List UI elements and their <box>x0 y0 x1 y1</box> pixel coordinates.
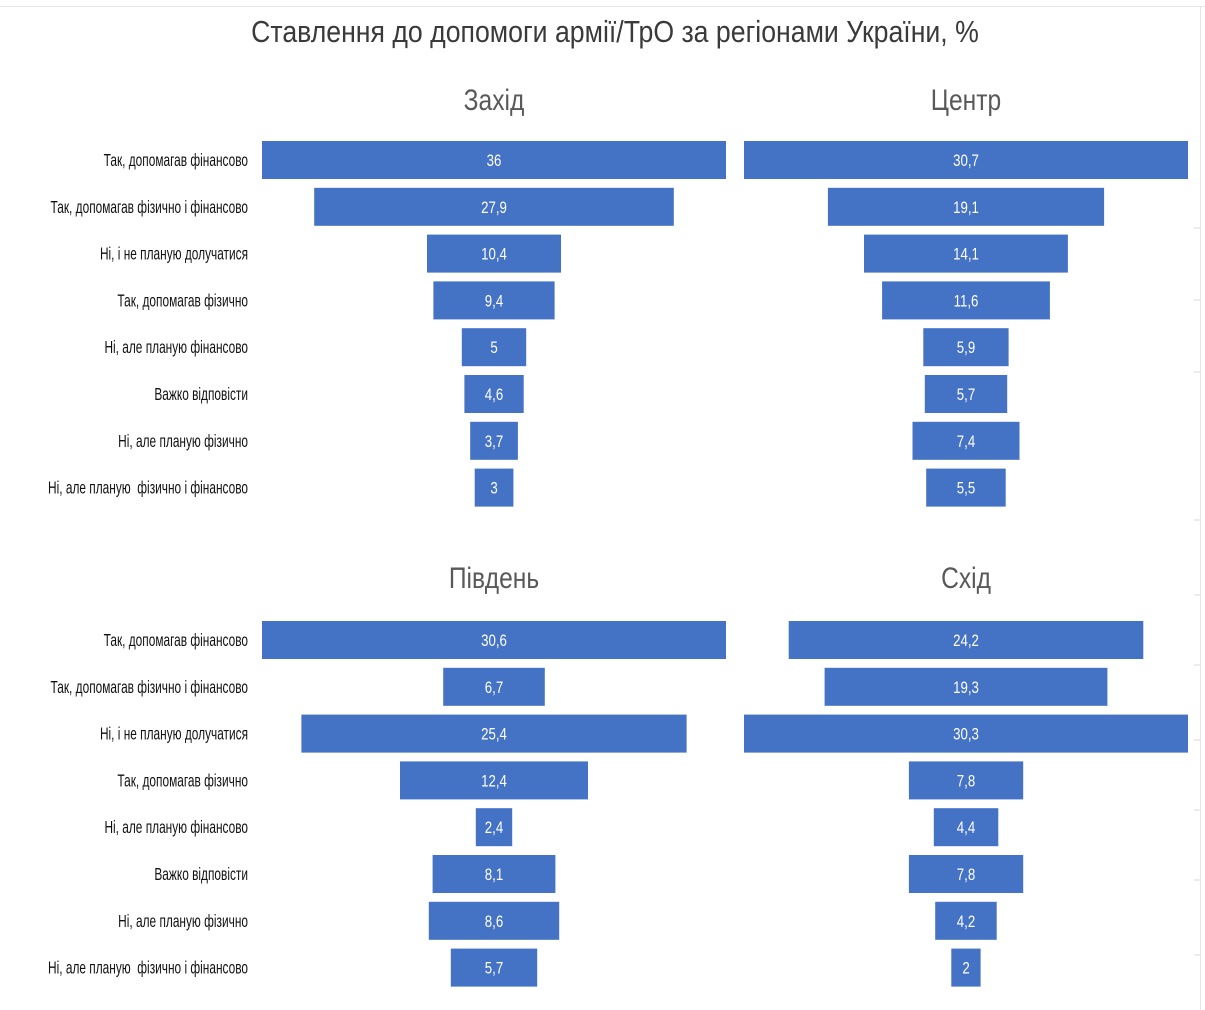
panel-4-bar-8 <box>951 948 981 987</box>
panel-1-category-label-7: Ні, але планую фізично <box>118 431 248 451</box>
panel-1-category-label-4: Так, допомагав фізично <box>117 291 248 311</box>
panel-3-value-label-6: 8,1 <box>485 866 503 885</box>
panel-4-title: Схід <box>941 561 991 595</box>
panel-2-value-label-6: 5,7 <box>957 386 975 405</box>
panel-2-bar-5 <box>923 328 1009 367</box>
panel-1-value-label-6: 4,6 <box>485 386 503 405</box>
panel-3-bar-7 <box>428 901 560 940</box>
panel-3-bar-5 <box>475 808 513 847</box>
panel-1-value-label-4: 9,4 <box>485 292 504 311</box>
panel-1-bar-5 <box>461 328 527 367</box>
panel-1-category-label-5: Ні, але планую фінансово <box>104 338 248 358</box>
panel-2-value-label-7: 7,4 <box>957 432 976 451</box>
panel-4-bar-7 <box>935 901 997 940</box>
panel-4-bar-5 <box>933 808 999 847</box>
panel-3-category-label-7: Ні, але планую фізично <box>118 911 248 931</box>
panel-1-bar-8 <box>474 468 514 507</box>
panel-4-bar-4 <box>908 761 1024 800</box>
panel-4-bar-2 <box>824 667 1108 706</box>
panel-2-title: Центр <box>931 83 1001 117</box>
panel-1-title: Захід <box>464 83 525 117</box>
panel-2-value-label-5: 5,9 <box>957 339 975 358</box>
panel-2-bar-8 <box>926 468 1006 507</box>
panel-1-value-label-5: 5 <box>490 339 497 358</box>
panel-4-value-label-6: 7,8 <box>957 866 975 885</box>
panel-1-value-label-7: 3,7 <box>485 432 503 451</box>
panel-2-bar-4 <box>882 281 1050 320</box>
panel-3-category-label-3: Ні, і не планую долучатися <box>100 724 248 744</box>
panel-3-value-label-4: 12,4 <box>481 772 507 791</box>
panel-1-bar-4 <box>433 281 555 320</box>
panel-3-value-label-7: 8,6 <box>485 912 503 931</box>
panel-4-bar-1 <box>788 621 1144 659</box>
panel-2-value-label-8: 5,5 <box>957 479 975 498</box>
panel-1-value-label-1: 36 <box>487 152 502 171</box>
panel-3-category-label-8: Ні, але планую фізично і фінансово <box>48 958 248 978</box>
panel-3-category-label-6: Важко відповісти <box>154 865 248 885</box>
panel-2-bar-1 <box>744 141 1188 179</box>
panel-1-category-label-6: Важко відповісти <box>154 385 248 405</box>
panel-3-bar-3 <box>301 714 687 753</box>
panel-3-category-label-5: Ні, але планую фінансово <box>104 818 248 838</box>
panel-3-bar-1 <box>262 621 726 659</box>
panel-3-value-label-3: 25,4 <box>481 725 507 744</box>
panel-4-value-label-1: 24,2 <box>953 632 979 651</box>
panel-2-value-label-2: 19,1 <box>953 198 979 217</box>
panel-1-value-label-8: 3 <box>490 479 497 498</box>
panel-1-category-label-2: Так, допомагав фізично і фінансово <box>51 197 248 217</box>
panel-4-bar-3 <box>744 714 1188 753</box>
panel-3-bar-8 <box>450 948 538 987</box>
panel-1-category-label-3: Ні, і не планую долучатися <box>100 244 248 264</box>
panel-3-value-label-1: 30,6 <box>481 632 507 651</box>
panel-1-category-label-1: Так, допомагав фінансово <box>104 151 248 171</box>
panel-4-value-label-4: 7,8 <box>957 772 975 791</box>
panel-4-value-label-7: 4,2 <box>957 912 975 931</box>
panel-3-bar-4 <box>400 761 588 800</box>
panel-2-value-label-3: 14,1 <box>953 245 979 264</box>
panel-3-category-label-2: Так, допомагав фізично і фінансово <box>51 677 248 697</box>
panel-2-bar-7 <box>912 421 1020 460</box>
panel-2-bar-6 <box>924 375 1008 413</box>
panel-3-bar-6 <box>432 855 556 893</box>
panel-3-bar-2 <box>443 667 545 706</box>
panel-1-bar-6 <box>464 375 524 413</box>
panel-3-value-label-5: 2,4 <box>485 819 504 838</box>
panel-2-bar-2 <box>827 187 1105 226</box>
panel-3-category-label-4: Так, допомагав фізично <box>117 771 248 791</box>
panel-1-bar-3 <box>427 234 561 273</box>
panel-1-category-label-8: Ні, але планую фізично і фінансово <box>48 478 248 498</box>
panel-2-value-label-4: 11,6 <box>954 292 979 311</box>
panel-4-value-label-3: 30,3 <box>953 725 979 744</box>
panel-1-bar-7 <box>470 421 518 460</box>
frame-top-edge <box>0 6 1205 7</box>
panel-4-bar-6 <box>908 855 1024 893</box>
panel-3-value-label-2: 6,7 <box>485 678 503 697</box>
panel-3-title: Південь <box>449 561 539 595</box>
panel-4-value-label-8: 2 <box>962 959 969 978</box>
panel-2-bar-3 <box>864 234 1068 273</box>
panel-3-category-label-1: Так, допомагав фінансово <box>104 631 248 651</box>
chart-title: Ставлення до допомоги армії/ТрО за регіо… <box>251 14 979 49</box>
panel-1-value-label-2: 27,9 <box>481 198 507 217</box>
panel-1-bar-2 <box>314 187 674 226</box>
panel-4-value-label-2: 19,3 <box>953 678 979 697</box>
panel-4-value-label-5: 4,4 <box>957 819 976 838</box>
panel-3-value-label-8: 5,7 <box>485 959 503 978</box>
panel-1-bar-1 <box>262 141 726 179</box>
panel-2-value-label-1: 30,7 <box>953 152 979 171</box>
frame-right-edge <box>1200 6 1201 1010</box>
panel-1-value-label-3: 10,4 <box>481 245 507 264</box>
